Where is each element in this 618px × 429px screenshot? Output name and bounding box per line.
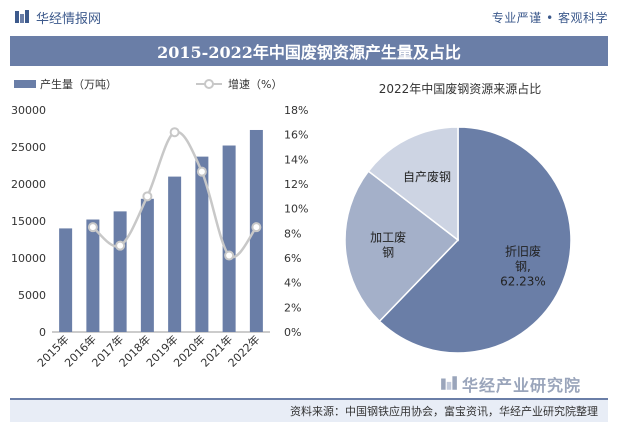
pie-slice-label: 钢: [382, 246, 394, 260]
left-axis-tick-label: 10000: [11, 252, 46, 265]
left-axis-tick-label: 15000: [11, 215, 46, 228]
page-title: 2015-2022年中国废钢资源产生量及占比: [157, 43, 461, 62]
footer-logo-icon: [441, 376, 457, 390]
line-point: [169, 127, 180, 138]
line-point: [196, 166, 207, 177]
legend-bar-swatch: [14, 80, 36, 88]
line-point: [142, 191, 153, 202]
pie-slice: [367, 126, 459, 242]
left-axis-tick-label: 0: [39, 326, 46, 339]
right-axis-tick-label: 14%: [284, 153, 308, 166]
pie-title: 2022年中国废钢资源来源占比: [379, 81, 542, 96]
right-axis-tick-label: 10%: [284, 203, 308, 216]
line-point: [87, 222, 98, 233]
right-axis-tick-label: 0%: [284, 326, 301, 339]
left-axis-tick-label: 25000: [11, 141, 46, 154]
right-axis-tick-label: 4%: [284, 277, 301, 290]
pie-slice: [344, 170, 460, 323]
bar-chart-legend: 产生量（万吨） 增速（%）: [14, 77, 282, 91]
bar: [168, 176, 182, 332]
bar: [113, 211, 127, 332]
slogan: 专业严谨 • 客观科学: [491, 10, 608, 25]
right-axis-tick-label: 12%: [284, 178, 308, 191]
right-axis-tick-label: 8%: [284, 227, 301, 240]
source-note: 资料来源：中国钢铁应用协会，富宝资讯，华经产业研究院整理: [290, 405, 598, 418]
line-point: [251, 222, 262, 233]
pie-slice-label: 自产废钢: [403, 169, 451, 184]
pie-slice-label: 折旧废: [505, 243, 541, 258]
logo-icon: [15, 10, 29, 23]
bar: [222, 145, 236, 332]
pie-slice-label: 钢,: [515, 259, 531, 273]
line-point: [224, 250, 235, 261]
bar: [59, 228, 73, 332]
right-axis-tick-label: 16%: [284, 129, 308, 142]
right-axis-tick-label: 2%: [284, 301, 301, 314]
top-bar: 华经情报网 专业严谨 • 客观科学: [0, 0, 618, 34]
footer-bar: 资料来源：中国钢铁应用协会，富宝资讯，华经产业研究院整理: [10, 398, 608, 422]
pie-slice: [378, 126, 572, 354]
pie-slice-label: 加工废: [370, 230, 406, 245]
legend-line-label: 增速（%）: [228, 77, 282, 91]
bar: [195, 156, 209, 332]
brand: 华经情报网: [14, 8, 101, 27]
legend-line-marker: [204, 79, 214, 89]
line-point: [115, 240, 126, 251]
right-axis-tick-label: 18%: [284, 104, 308, 117]
left-axis-tick-label: 5000: [18, 289, 46, 302]
pie-slice-label: 62.23%: [500, 274, 546, 288]
footer-brand: 华经产业研究院: [462, 376, 582, 395]
bar: [140, 198, 154, 332]
right-axis-tick-label: 6%: [284, 252, 301, 265]
bar: [86, 219, 100, 332]
chart-title-bar: 2015-2022年中国废钢资源产生量及占比: [10, 36, 608, 66]
legend-bar-label: 产生量（万吨）: [40, 77, 117, 91]
left-axis-tick-label: 20000: [11, 178, 46, 191]
brand-name: 华经情报网: [36, 11, 102, 27]
left-axis-tick-label: 30000: [11, 104, 46, 117]
